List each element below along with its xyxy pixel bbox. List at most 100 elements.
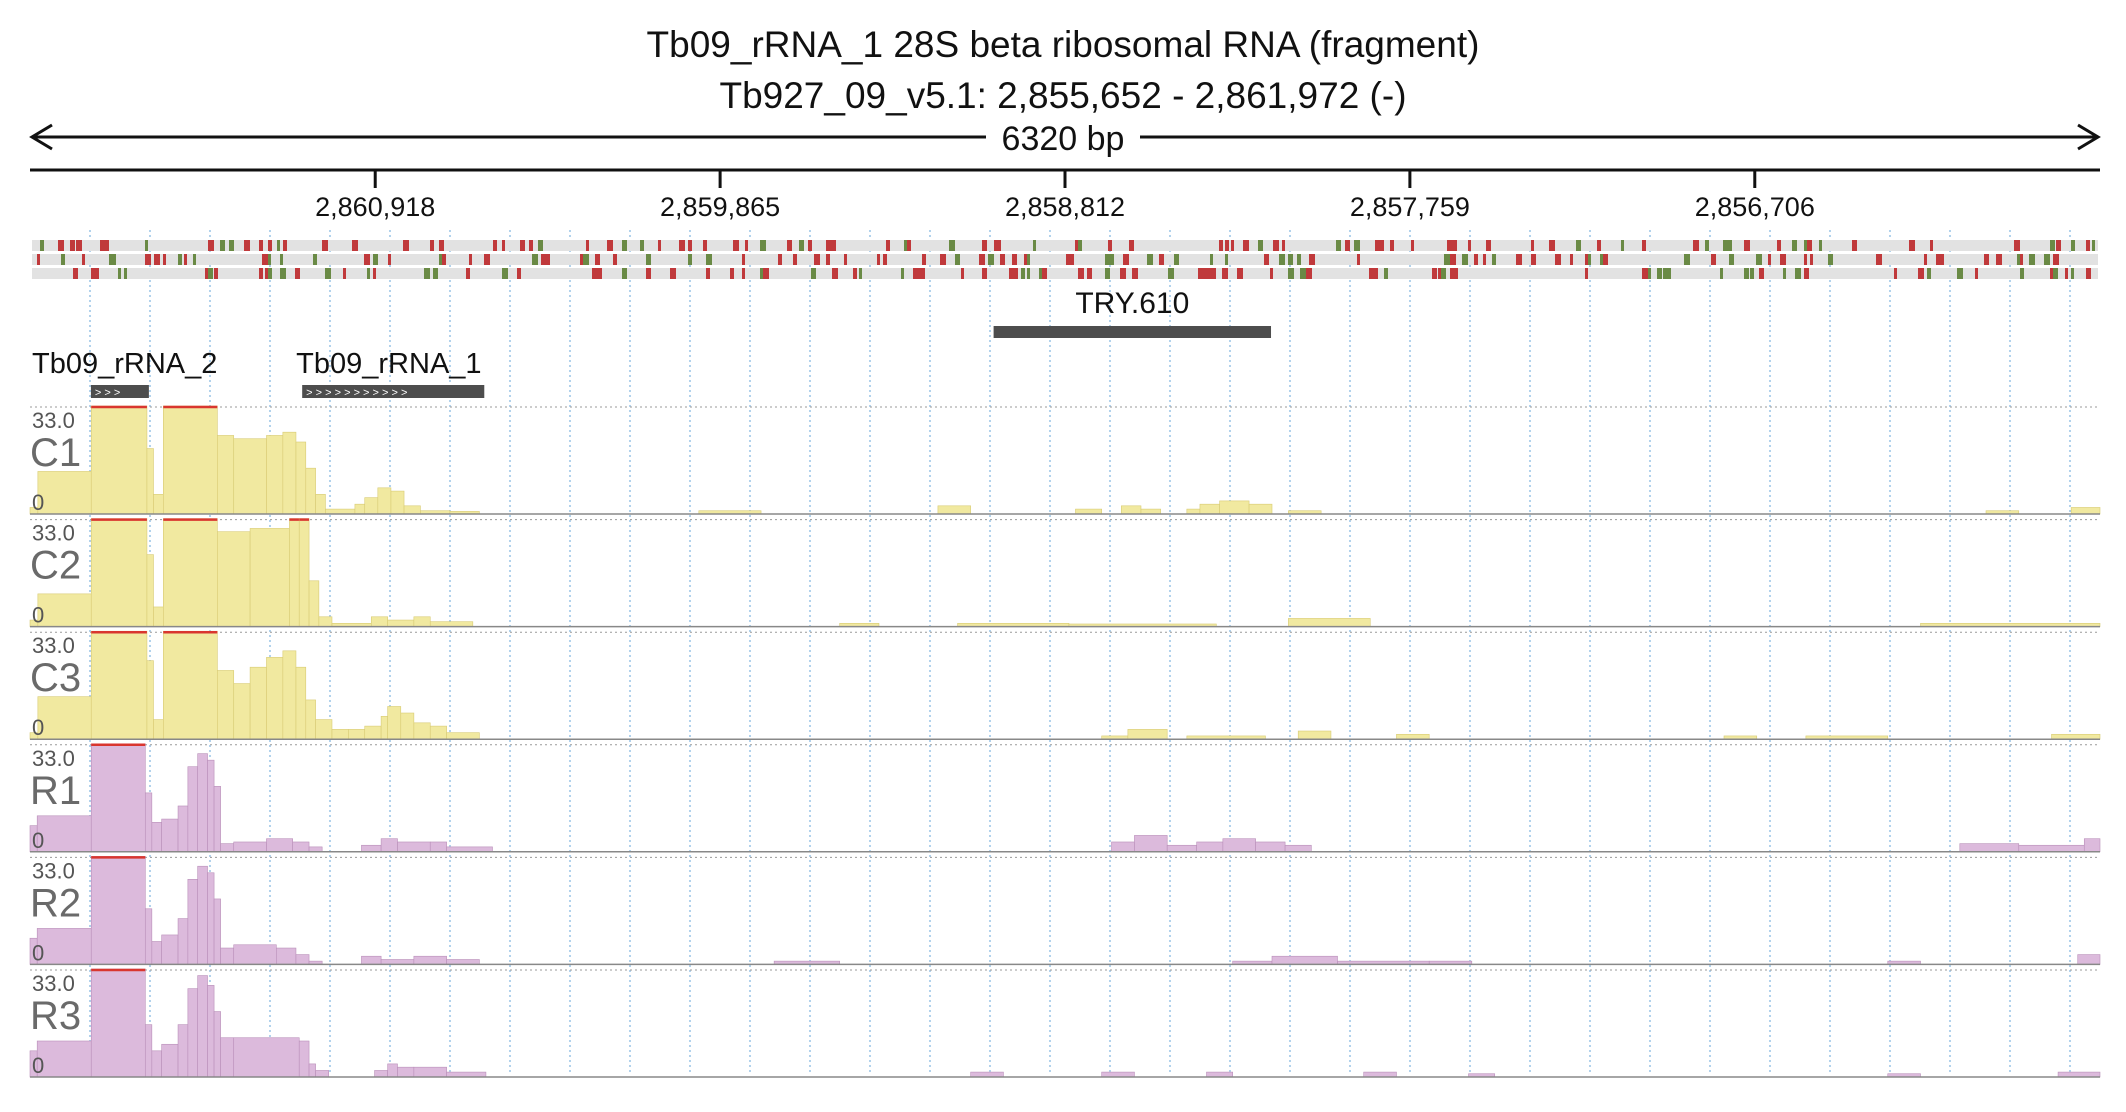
conservation-mark (1237, 268, 1243, 279)
conservation-mark (1210, 268, 1216, 279)
conservation-mark (1123, 254, 1129, 265)
conservation-mark (877, 254, 880, 265)
conservation-mark (2053, 268, 2058, 279)
conservation-mark (1744, 268, 1749, 279)
conservation-mark (799, 240, 804, 251)
feature-arrows-icon: > > > > > > > > > > > (306, 387, 407, 399)
track-c1: 33.0 0 C1 (29, 405, 2101, 515)
feature-bar[interactable] (90, 385, 149, 398)
conservation-mark (1483, 254, 1486, 265)
conservation-mark (325, 240, 328, 251)
conservation-mark (1804, 268, 1809, 279)
conservation-mark (163, 254, 166, 265)
conservation-mark (208, 240, 214, 251)
conservation-mark (613, 254, 617, 265)
conservation-mark (778, 254, 782, 265)
conservation-mark (91, 268, 96, 279)
conservation-mark (1357, 254, 1360, 265)
conservation-mark (184, 254, 187, 265)
coverage-bar (2018, 844, 2085, 853)
conservation-mark (40, 240, 44, 251)
conservation-mark (1231, 240, 1234, 251)
conservation-mark (1531, 240, 1534, 251)
conservation-mark (919, 268, 925, 279)
coverage-bar (220, 1037, 235, 1078)
conservation-mark (1876, 254, 1882, 265)
conservation-mark (982, 268, 987, 279)
conservation-mark (1015, 268, 1018, 279)
conservation-mark (469, 254, 472, 265)
coverage-bar (37, 471, 92, 515)
conservation-mark (913, 268, 917, 279)
track-r3: 33.0 0 R3 (29, 968, 2101, 1078)
coverage-bar (161, 818, 179, 853)
conservation-mark (904, 240, 908, 251)
track-ymax-label: 33.0 (32, 746, 75, 771)
coverage-bar (217, 435, 235, 515)
conservation-mark (1804, 254, 1807, 265)
coverage-bar (1219, 500, 1250, 515)
coverage-bar (413, 616, 431, 627)
conservation-mark (1759, 268, 1764, 279)
span-label: 6320 bp (1002, 120, 1125, 158)
conservation-mark (826, 254, 830, 265)
conservation-mark (1768, 254, 1771, 265)
conservation-mark (742, 254, 745, 265)
feature-try610-bar[interactable] (993, 326, 1272, 338)
track-name: R1 (30, 769, 81, 813)
conservation-mark (433, 268, 438, 279)
coverage-bar (266, 838, 293, 853)
coverage-bar (1248, 503, 1273, 515)
track-ymax-label: 33.0 (32, 408, 75, 433)
conservation-mark (1243, 240, 1248, 251)
conservation-mark (1132, 268, 1138, 279)
conservation-mark (517, 268, 521, 279)
conservation-mark (259, 240, 263, 251)
conservation-mark (1225, 240, 1229, 251)
feature-bar[interactable] (302, 385, 485, 398)
conservation-mark (907, 240, 911, 251)
conservation-mark (1009, 268, 1015, 279)
coverage-bar (233, 944, 277, 965)
coverage-bar (207, 872, 215, 965)
conservation-mark (430, 240, 434, 251)
conservation-mark (1693, 240, 1699, 251)
conservation-mark (1555, 254, 1561, 265)
conservation-mark (844, 254, 847, 265)
conservation-mark (2020, 254, 2023, 265)
coverage-bar (308, 1063, 316, 1078)
conservation-mark (208, 268, 213, 279)
coverage-bar (233, 1037, 300, 1078)
conservation-mark (1642, 268, 1647, 279)
conservation-mark (1174, 254, 1179, 265)
coverage-bar (1271, 955, 1338, 965)
coverage-bar (36, 1040, 92, 1078)
coverage-bar (161, 934, 179, 965)
conservation-mark (1975, 268, 1978, 279)
track-ymax-label: 33.0 (32, 633, 75, 658)
conservation-mark (1075, 240, 1078, 251)
track-ymax-label: 33.0 (32, 521, 75, 546)
conservation-mark (1078, 240, 1082, 251)
coverage-bar (146, 448, 154, 515)
conservation-mark (1792, 240, 1797, 251)
conservation-mark (388, 254, 391, 265)
coverage-bar (380, 838, 398, 853)
ruler-tick-label: 2,856,706 (1695, 192, 1815, 222)
coverage-bar (315, 1070, 330, 1078)
conservation-mark (742, 268, 745, 279)
conservation-mark (826, 240, 830, 251)
coverage-bar (370, 616, 388, 627)
conservation-mark (1207, 268, 1212, 279)
coverage-bar (413, 722, 431, 740)
conservation-mark (1894, 268, 1897, 279)
conservation-mark (1549, 240, 1555, 251)
conservation-mark (1600, 254, 1604, 265)
conservation-mark (1024, 254, 1029, 265)
conservation-mark (1039, 268, 1044, 279)
conservation-mark (280, 254, 283, 265)
ruler-tick-label: 2,857,759 (1350, 192, 1470, 222)
conservation-mark (1453, 268, 1458, 279)
conservation-mark (607, 240, 613, 251)
